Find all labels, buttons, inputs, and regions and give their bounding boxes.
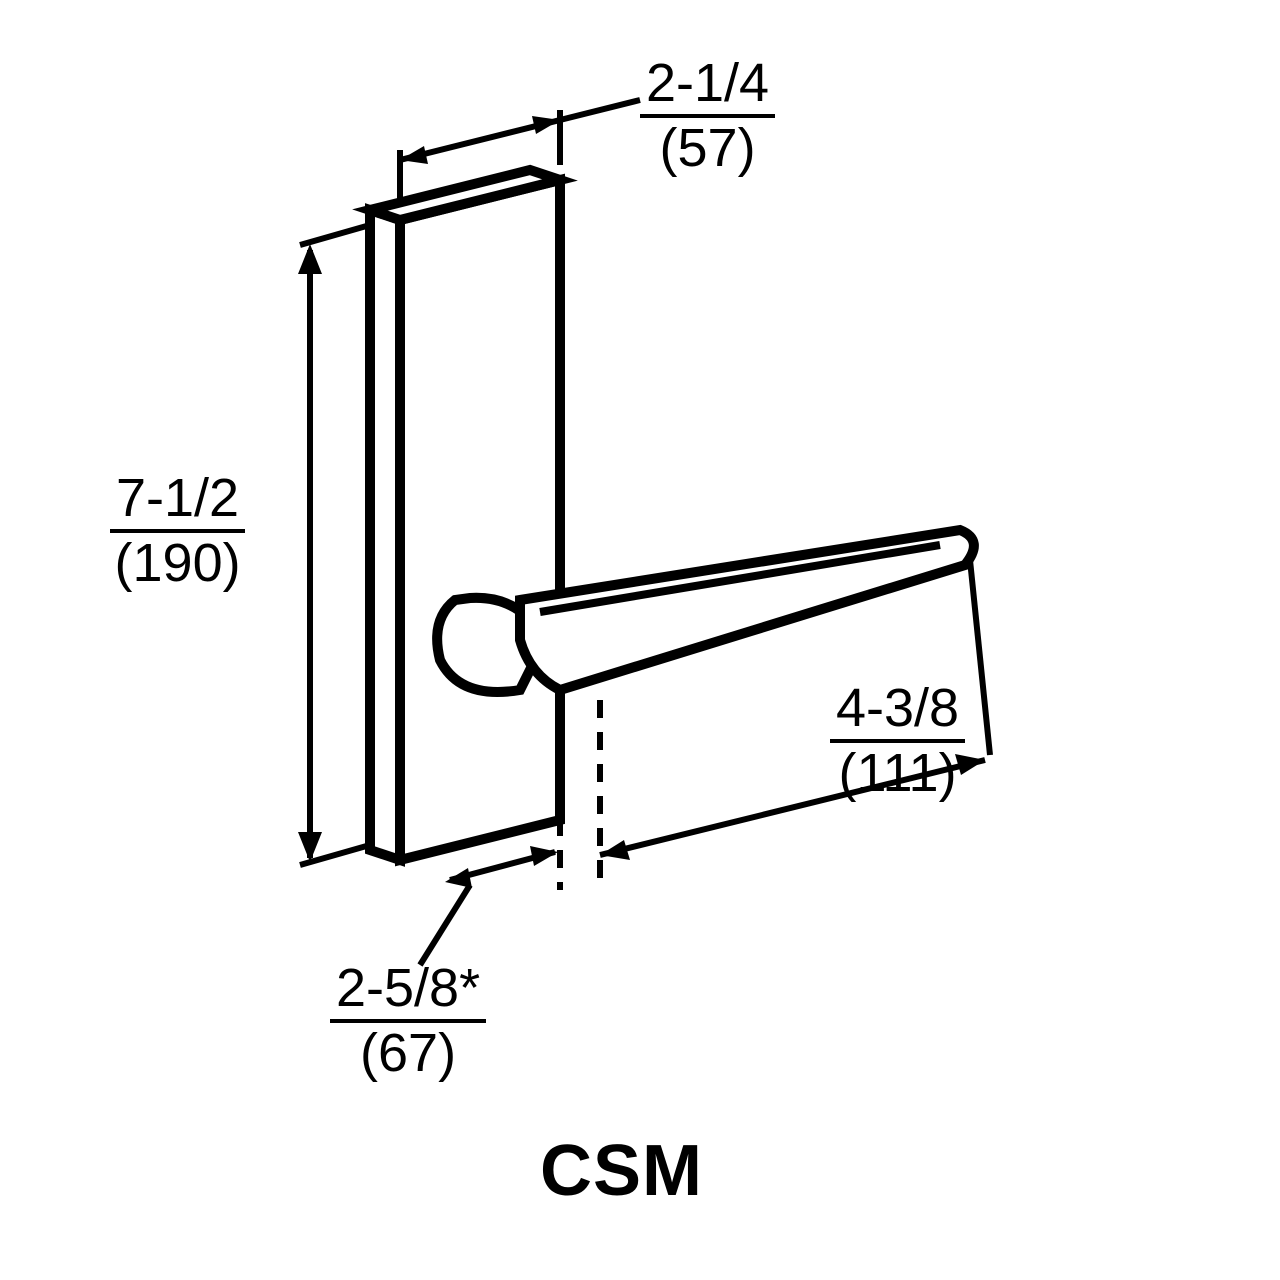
arrow-height-top xyxy=(298,244,322,274)
plate-front xyxy=(400,180,560,860)
plate-side xyxy=(370,210,400,860)
ext-height-top xyxy=(300,225,370,245)
label-width: 2-1/4 (57) xyxy=(640,55,775,176)
label-height-frac: 7-1/2 xyxy=(110,470,245,533)
label-lever: 4-3/8 (111) xyxy=(830,680,965,801)
leader-offset xyxy=(420,885,470,965)
diagram-stage: 2-1/4 (57) 7-1/2 (190) 4-3/8 (111) 2-5/8… xyxy=(0,0,1280,1280)
label-width-mm: (57) xyxy=(640,118,775,177)
arrow-offset-right xyxy=(530,846,558,866)
label-lever-mm: (111) xyxy=(830,743,965,802)
drawing-svg xyxy=(0,0,1280,1280)
model-title: CSM xyxy=(540,1130,703,1212)
label-lever-frac: 4-3/8 xyxy=(830,680,965,743)
label-offset: 2-5/8* (67) xyxy=(330,960,486,1081)
leader-width xyxy=(560,100,640,120)
label-width-frac: 2-1/4 xyxy=(640,55,775,118)
ext-lever-tip xyxy=(970,560,990,755)
label-height-mm: (190) xyxy=(110,533,245,592)
label-height: 7-1/2 (190) xyxy=(110,470,245,591)
label-offset-mm: (67) xyxy=(330,1023,486,1082)
label-offset-frac: 2-5/8* xyxy=(330,960,486,1023)
arrow-lever-left xyxy=(600,840,630,860)
